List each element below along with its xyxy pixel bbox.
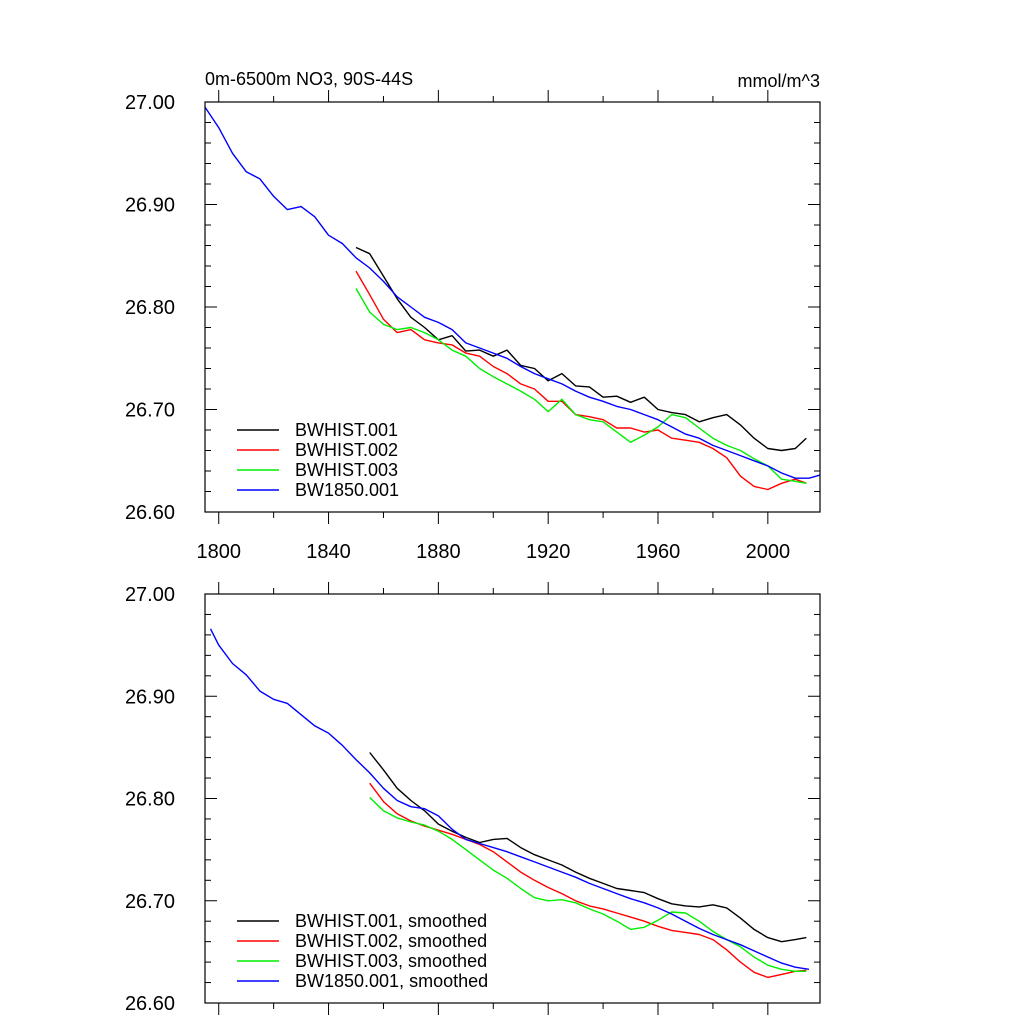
series-group [204, 106, 821, 491]
legend-label: BWHIST.001 [295, 420, 398, 440]
chart-units-label: mmol/m^3 [738, 71, 820, 91]
legend-label: BWHIST.003 [295, 460, 398, 480]
y-tick-label: 26.90 [125, 686, 175, 708]
y-tick-label: 26.70 [125, 891, 175, 913]
legend-label: BWHIST.003, smoothed [295, 951, 487, 971]
series-line-2 [355, 288, 807, 484]
chart-panel-top: 0m-6500m NO3, 90S-44S mmol/m^3 26.60 26.7… [125, 69, 821, 563]
axis-ticks [205, 90, 820, 524]
y-tick-label: 26.70 [125, 400, 175, 422]
legend-label: BWHIST.001, smoothed [295, 911, 487, 931]
series-group [209, 628, 810, 979]
series-line-2 [369, 796, 807, 972]
x-tick-label: 2000 [746, 541, 791, 563]
series-line-1 [355, 270, 807, 491]
plot-frame [204, 593, 821, 1004]
legend-label: BW1850.001, smoothed [295, 971, 488, 991]
x-tick-label: 1880 [416, 541, 461, 563]
x-tick-label: 1960 [636, 541, 681, 563]
x-tick-label: 1920 [526, 541, 571, 563]
chart-panel-bottom: 26.60 26.70 26.80 26.90 27.00 BWHIST.001, sm… [125, 582, 821, 1015]
plot-frame [204, 101, 821, 513]
y-tick-label: 26.60 [125, 993, 175, 1015]
series-line-3 [209, 628, 810, 970]
series-line-1 [369, 782, 807, 979]
y-tick-label: 27.00 [125, 92, 175, 114]
y-tick-label: 26.80 [125, 297, 175, 319]
y-tick-label: 26.90 [125, 195, 175, 217]
legend-label: BW1850.001 [295, 480, 399, 500]
y-tick-label: 26.60 [125, 502, 175, 524]
legend-label: BWHIST.002, smoothed [295, 931, 487, 951]
tick-labels: 26.60 26.70 26.80 26.90 27.00 1800 1840 1880 192… [125, 92, 790, 563]
tick-labels: 26.60 26.70 26.80 26.90 27.00 [125, 584, 175, 1015]
y-tick-label: 27.00 [125, 584, 175, 606]
series-line-0 [369, 752, 807, 943]
series-line-3 [204, 106, 821, 479]
y-tick-label: 26.80 [125, 789, 175, 811]
chart-title-left: 0m-6500m NO3, 90S-44S [205, 69, 413, 89]
legend-label: BWHIST.002 [295, 440, 398, 460]
series-line-0 [355, 246, 807, 452]
x-tick-label: 1800 [196, 541, 241, 563]
x-tick-label: 1840 [306, 541, 351, 563]
